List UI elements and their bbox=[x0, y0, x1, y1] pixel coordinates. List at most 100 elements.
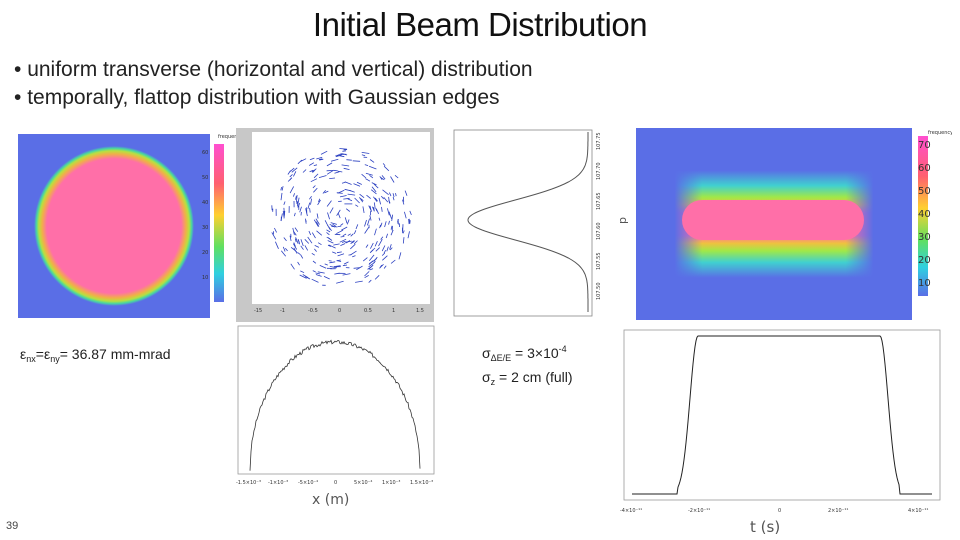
vector-arrow bbox=[326, 232, 330, 236]
vector-arrow bbox=[322, 189, 327, 194]
vector-arrow bbox=[323, 276, 330, 280]
vector-arrow bbox=[290, 246, 297, 253]
vector-arrow bbox=[313, 219, 319, 227]
vector-arrow bbox=[368, 205, 372, 212]
vector-arrow bbox=[297, 238, 301, 245]
vector-arrow bbox=[280, 187, 282, 191]
vector-arrow bbox=[368, 279, 372, 283]
vector-arrow bbox=[381, 206, 383, 212]
emittance-sub-x: nx bbox=[26, 354, 36, 364]
vector-arrow bbox=[329, 177, 336, 179]
vector-arrow bbox=[297, 251, 301, 255]
vector-arrow bbox=[359, 193, 365, 199]
vector-arrow bbox=[389, 244, 392, 250]
emittance-value: = 36.87 mm-mrad bbox=[59, 346, 171, 362]
vector-arrow bbox=[341, 226, 348, 231]
vector-arrow bbox=[381, 245, 386, 252]
t-tick: 4×10⁻¹¹ bbox=[908, 508, 928, 514]
vector-arrow bbox=[315, 274, 322, 277]
vector-arrow bbox=[336, 192, 343, 194]
vector-arrow bbox=[315, 218, 320, 225]
vector-arrow bbox=[280, 250, 287, 257]
vector-arrow bbox=[318, 198, 321, 203]
vector-arrow bbox=[356, 181, 362, 185]
vector-arrow bbox=[343, 197, 350, 200]
vector-arrow bbox=[316, 156, 323, 160]
vector-arrow bbox=[340, 223, 344, 226]
vector-arrow bbox=[304, 239, 310, 244]
t-profile-curve bbox=[632, 335, 932, 495]
vector-arrow bbox=[305, 208, 308, 217]
vector-arrow bbox=[372, 206, 375, 212]
vector-arrow bbox=[304, 218, 307, 222]
colorbar-tick: 10 bbox=[918, 278, 931, 289]
vector-arrow bbox=[383, 265, 387, 269]
vector-arrow bbox=[398, 252, 402, 260]
y-axis-label: p bbox=[616, 217, 629, 224]
vector-arrow bbox=[370, 189, 377, 195]
vector-arrow bbox=[293, 231, 297, 236]
vector-arrow bbox=[310, 178, 318, 183]
vector-arrow bbox=[368, 260, 374, 265]
colorbar-title: frequency bbox=[218, 134, 236, 140]
vector-arrow bbox=[342, 150, 347, 152]
vector-arrow bbox=[390, 225, 393, 230]
vector-arrow bbox=[320, 150, 328, 155]
vector-arrow bbox=[337, 225, 342, 227]
vector-arrow bbox=[364, 219, 367, 227]
colorbar-tick: 50 bbox=[918, 186, 931, 197]
vector-arrow bbox=[326, 200, 332, 207]
x-profile-plot: -1.5×10⁻³ -1×10⁻³ -5×10⁻⁴ 0 5×10⁻⁴ 1×10⁻… bbox=[234, 324, 438, 512]
vector-arrow bbox=[374, 228, 377, 236]
vector-arrow bbox=[329, 266, 338, 269]
energy-spread-exp: -4 bbox=[558, 344, 567, 354]
vector-arrow bbox=[350, 243, 356, 250]
vector-arrow bbox=[340, 236, 345, 238]
p-tick: 107.55 bbox=[596, 253, 602, 271]
vector-arrow bbox=[342, 233, 347, 237]
vector-arrow bbox=[292, 243, 298, 250]
vector-arrow bbox=[327, 244, 332, 247]
vector-arrow bbox=[333, 265, 341, 268]
vector-arrow bbox=[382, 255, 388, 261]
vector-arrow bbox=[408, 218, 410, 225]
page-number: 39 bbox=[6, 520, 19, 532]
vector-arrow bbox=[392, 193, 395, 198]
vector-arrow bbox=[367, 218, 370, 226]
vector-arrow bbox=[344, 188, 352, 192]
vector-arrow bbox=[380, 177, 385, 181]
vector-arrow bbox=[378, 197, 381, 205]
emittance-sub-y: ny bbox=[50, 354, 60, 364]
vector-arrow bbox=[409, 210, 412, 216]
energy-profile-figure: 107.75 107.70 107.65 107.60 107.55 107.5… bbox=[448, 128, 634, 322]
vector-arrow bbox=[381, 252, 386, 256]
vector-arrow bbox=[404, 211, 407, 219]
x-tick: 0.5 bbox=[364, 308, 372, 314]
vector-arrow bbox=[326, 229, 331, 233]
vector-arrow bbox=[384, 221, 387, 228]
vector-arrow bbox=[347, 198, 353, 202]
vector-arrow bbox=[293, 193, 295, 197]
slide-title: Initial Beam Distribution bbox=[312, 6, 648, 43]
vector-arrow bbox=[361, 154, 366, 157]
vector-arrow bbox=[347, 233, 351, 236]
vector-arrow bbox=[324, 263, 328, 266]
x-profile-figure: -1.5×10⁻³ -1×10⁻³ -5×10⁻⁴ 0 5×10⁻⁴ 1×10⁻… bbox=[234, 324, 438, 512]
vector-arrow bbox=[327, 237, 333, 241]
vector-arrow bbox=[365, 244, 369, 248]
vector-arrow bbox=[313, 173, 319, 179]
vector-arrow bbox=[274, 227, 277, 233]
energy-curve bbox=[467, 132, 589, 312]
t-profile-figure: -4×10⁻¹¹ -2×10⁻¹¹ 0 2×10⁻¹¹ 4×10⁻¹¹ t (s… bbox=[618, 326, 946, 536]
energy-profile-plot: 107.75 107.70 107.65 107.60 107.55 107.5… bbox=[448, 128, 634, 322]
vector-arrow bbox=[293, 242, 296, 247]
vector-arrow bbox=[378, 239, 383, 247]
vector-arrow bbox=[337, 170, 343, 173]
vector-arrow bbox=[368, 165, 377, 170]
vector-arrow bbox=[311, 169, 315, 173]
x-tick: 1×10⁻³ bbox=[382, 480, 400, 486]
emittance-annotation: εnx=εny= 36.87 mm-mrad bbox=[20, 346, 171, 364]
vector-arrow bbox=[285, 248, 288, 252]
vector-arrow bbox=[287, 177, 293, 182]
vector-arrow bbox=[391, 214, 393, 221]
